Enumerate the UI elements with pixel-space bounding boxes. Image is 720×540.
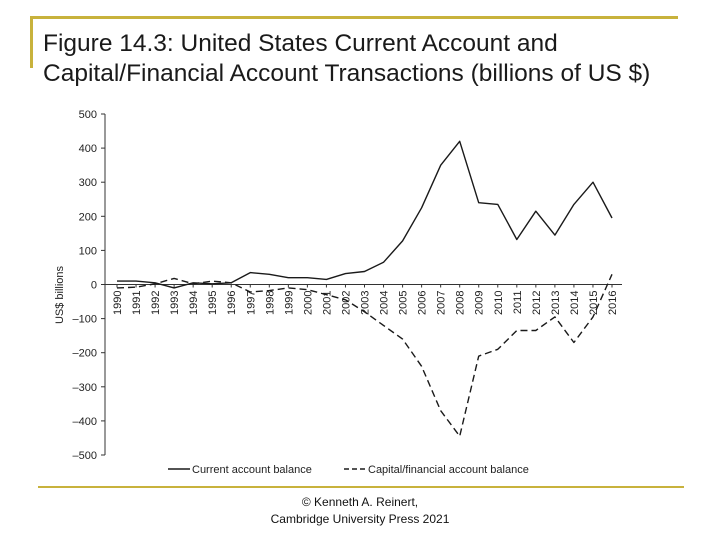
- x-tick-label: 2012: [531, 291, 543, 315]
- bottom-accent-rule: [38, 486, 684, 488]
- y-tick-label: –200: [73, 348, 97, 360]
- line-chart: 500 400 300 200 100 0 –100 –200 –300 –400 –500 199…: [54, 109, 622, 476]
- x-tick-label: 2005: [398, 291, 410, 315]
- series-line-2: [116, 274, 613, 437]
- footer-publisher: Cambridge University Press 2021: [270, 512, 450, 526]
- x-tick-label: 1990: [112, 291, 124, 315]
- x-tick-label: 1993: [169, 291, 181, 315]
- x-tick-label: 2007: [436, 291, 448, 315]
- slide-title: Figure 14.3: United States Current Accou…: [43, 30, 651, 87]
- footer-author: © Kenneth A. Reinert,: [301, 495, 419, 509]
- y-tick-label: –500: [73, 450, 97, 462]
- x-tick-label: 2013: [550, 291, 562, 315]
- x-tick-label: 2011: [512, 291, 524, 315]
- x-tick-label: 1997: [245, 291, 257, 315]
- x-tick-label: 2001: [321, 291, 333, 315]
- x-tick-label: 2004: [379, 291, 391, 315]
- x-tick-label: 2009: [474, 291, 486, 315]
- x-tick-label: 1995: [207, 291, 219, 315]
- x-tick-label: 1998: [264, 291, 276, 315]
- y-tick-label: –400: [73, 416, 97, 428]
- left-accent-rule: [30, 16, 33, 68]
- y-tick-label: 500: [79, 109, 97, 121]
- y-tick-label: –100: [73, 314, 97, 326]
- x-tick-label: 2008: [455, 291, 467, 315]
- x-tick-label: 1999: [283, 291, 295, 315]
- legend-label: Capital/financial account balance: [368, 464, 529, 476]
- y-tick-label: 400: [79, 143, 97, 155]
- y-tick-label: –300: [73, 382, 97, 394]
- x-tick-label: 1991: [131, 291, 143, 315]
- x-tick-label: 2000: [302, 291, 314, 315]
- x-tick-label: 2003: [360, 291, 372, 315]
- x-tick-label: 2015: [588, 291, 600, 315]
- y-tick-label: 300: [79, 177, 97, 189]
- x-tick-label: 1996: [226, 291, 238, 315]
- x-tick-label: 2014: [569, 291, 581, 315]
- y-tick-label: 0: [91, 280, 97, 292]
- x-axis: 1990 1991 1992 1993 1994 1995 1996 1997 1998 1999…: [105, 284, 622, 315]
- x-tick-label: 1994: [188, 291, 200, 315]
- y-tick-label: 200: [79, 211, 97, 223]
- legend-label: Current account balance: [192, 464, 312, 476]
- x-tick-label: 2002: [340, 291, 352, 315]
- series-layer: [116, 140, 613, 437]
- legend: Current account balance Capital/financial…: [168, 464, 529, 476]
- y-axis-label: US$ billions: [54, 265, 66, 324]
- x-tick-label: 2010: [493, 291, 505, 315]
- x-tick-label: 2006: [417, 291, 429, 315]
- y-tick-label: 100: [79, 245, 97, 257]
- y-axis: 500 400 300 200 100 0 –100 –200 –300 –400 –500: [73, 109, 106, 462]
- copyright-footer: © Kenneth A. Reinert, Cambridge Universi…: [230, 494, 490, 528]
- x-tick-label: 1992: [150, 291, 162, 315]
- series-line-1: [117, 140, 613, 289]
- x-tick-label: 2016: [607, 291, 619, 315]
- top-accent-rule: [30, 16, 678, 19]
